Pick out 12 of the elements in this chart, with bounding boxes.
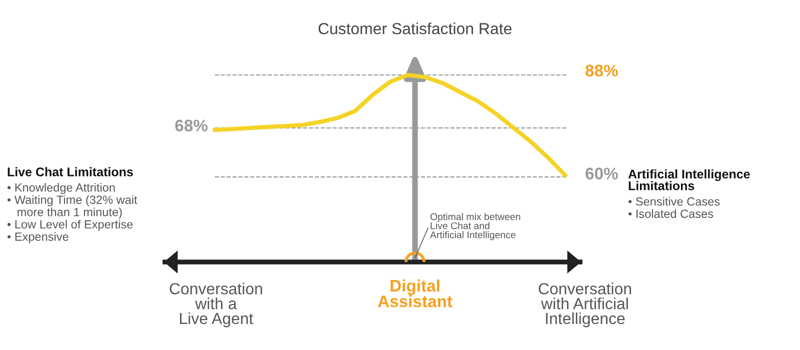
text: 68% — [175, 120, 208, 132]
text: Digital Assistant — [378, 279, 452, 308]
text: Conversation with a Live Agent — [170, 282, 262, 328]
annotation: Optimal mix between Live Chat and Artificial Intelligence — [430, 213, 520, 240]
text: 88% — [586, 64, 618, 76]
text: Artificial Intelligence Limitations — [628, 169, 750, 190]
text: Conversation with Artificial Intelligence — [538, 282, 632, 328]
text: • Knowledge Attrition • Waiting Time (32% wait more than 1 minute) • Low Level of Expertise • Expensive — [7, 183, 138, 244]
text: • Sensitive Cases • Isolated Cases — [628, 197, 720, 218]
text: 60% — [586, 168, 618, 180]
text: Live Chat Limitations — [8, 167, 133, 176]
chart-title: Customer Satisfaction Rate — [318, 22, 512, 34]
